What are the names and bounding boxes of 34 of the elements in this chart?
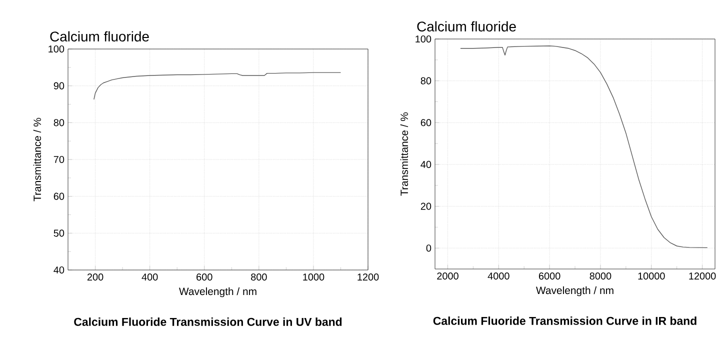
x-tick-label: 6000 [538,272,560,280]
chart-title: Calcium fluoride [417,21,516,32]
y-axis-title: Transmittance / % [400,112,408,196]
x-axis-title: Wavelength / nm [536,286,614,296]
text: Calcium Fluoride Transmission Curve in IR band [433,316,696,325]
y-tick-label: 100 [48,45,64,53]
y-tick-label: 20 [420,202,432,210]
x-tick-label: 800 [251,274,267,281]
x-tick-label: 4000 [488,272,510,280]
x-tick-label: 200 [87,274,104,281]
y-tick-label: 50 [54,230,64,237]
x-tick-label: 8000 [590,272,612,280]
y-tick-label: 0 [426,244,432,252]
x-tick-label: 1200 [358,274,379,281]
y-tick-label: 80 [54,119,64,126]
y-tick-label: 80 [420,77,432,84]
y-tick-label: 60 [420,119,432,126]
y-axis-title: Transmittance / % [33,118,42,202]
x-tick-label: 10000 [638,272,665,280]
y-tick-label: 40 [54,266,64,274]
x-tick-label: 1000 [303,274,324,281]
x-tick-label: 600 [196,274,212,281]
text: Calcium Fluoride Transmission Curve in UV band [74,318,342,326]
y-tick-label: 40 [420,160,432,168]
y-tick-label: 70 [54,156,64,164]
y-tick-label: 90 [54,82,64,90]
y-tick-label: 60 [54,192,64,200]
x-tick-label: 12000 [689,272,716,280]
x-tick-label: 2000 [437,272,458,280]
x-axis-title: Wavelength / nm [178,287,256,298]
x-tick-label: 400 [142,274,158,281]
y-tick-label: 100 [416,35,432,43]
line-series [460,46,708,248]
chart-title: Calcium fluoride [50,31,149,42]
